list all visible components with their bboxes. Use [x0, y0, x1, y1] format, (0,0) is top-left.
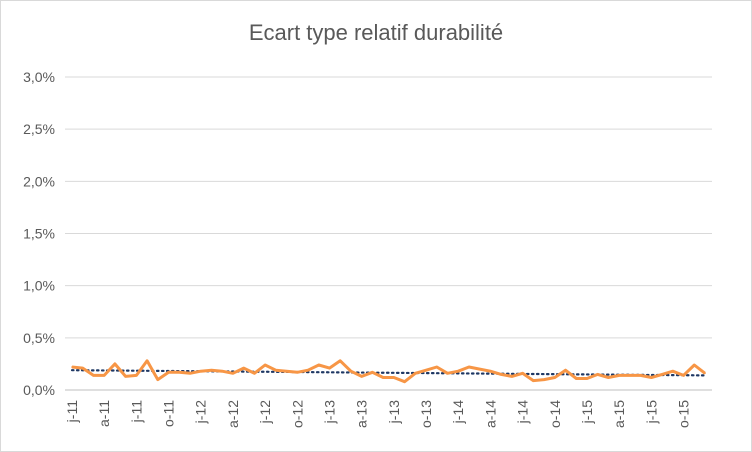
data-point	[371, 371, 374, 374]
data-point	[435, 366, 438, 368]
chart-title: Ecart type relatif durabilité	[248, 20, 504, 45]
data-point	[92, 374, 95, 377]
x-tick-label: a-11	[96, 400, 112, 427]
data-point	[596, 373, 599, 376]
x-tick-label: j-13	[386, 400, 402, 425]
data-point	[457, 370, 460, 373]
data-point	[425, 369, 427, 371]
x-tick-label: o-14	[547, 400, 563, 428]
x-tick-label: j-12	[257, 400, 273, 425]
data-point	[114, 363, 116, 365]
y-tick-label: 2,0%	[23, 173, 55, 189]
data-point	[693, 364, 696, 366]
data-point	[564, 369, 567, 371]
data-point	[275, 369, 277, 371]
data-point	[575, 377, 578, 380]
data-point	[393, 376, 395, 379]
data-point	[704, 372, 706, 375]
data-point	[500, 373, 502, 376]
gridlines	[65, 76, 712, 391]
y-tick-label: 0,0%	[23, 382, 55, 398]
x-tick-label: j-12	[193, 400, 209, 425]
y-tick-label: 2,5%	[23, 121, 55, 137]
x-tick-label: a-15	[611, 400, 627, 428]
data-point	[360, 375, 363, 378]
data-point	[253, 372, 256, 375]
data-point	[210, 369, 213, 371]
data-point	[146, 359, 148, 362]
data-point	[71, 366, 73, 368]
x-tick-label: j-11	[128, 400, 144, 424]
data-point	[264, 364, 266, 366]
data-point	[607, 376, 610, 379]
y-tick-label: 1,5%	[23, 226, 55, 242]
data-point	[296, 371, 299, 374]
data-point	[178, 371, 181, 374]
x-tick-label: a-14	[482, 400, 498, 428]
data-point	[242, 367, 245, 369]
data-point	[650, 376, 653, 379]
data-point	[661, 373, 663, 376]
data-point	[221, 370, 224, 373]
x-tick-label: j-14	[515, 400, 531, 425]
y-tick-label: 3,0%	[23, 69, 55, 85]
data-point	[350, 370, 352, 373]
data-point	[511, 375, 513, 378]
data-point	[317, 364, 320, 366]
data-point	[157, 378, 159, 381]
y-axis-labels: 0,0% 0,5% 1,0% 1,5% 2,0% 2,5% 3,0%	[23, 69, 55, 398]
data-point	[682, 374, 685, 377]
data-point	[446, 372, 449, 375]
x-tick-label: a-13	[354, 400, 370, 428]
y-tick-label: 1,0%	[23, 278, 55, 294]
data-point	[618, 374, 620, 377]
x-tick-label: j-14	[450, 400, 466, 425]
data-point	[553, 376, 556, 379]
x-tick-label: j-13	[321, 400, 337, 425]
data-point	[478, 368, 481, 370]
data-point	[199, 370, 202, 373]
data-point	[167, 371, 170, 374]
data-point	[81, 367, 84, 369]
x-tick-label: j-15	[643, 400, 659, 425]
data-point	[629, 374, 631, 377]
data-point	[307, 369, 309, 371]
data-point	[232, 372, 234, 375]
x-tick-label: o-15	[676, 400, 692, 428]
data-point	[543, 378, 545, 381]
series-group	[71, 359, 706, 384]
x-tick-label: o-12	[289, 400, 305, 428]
x-axis-labels: j-11 a-11 j-11 o-11 j-12 a-12 j-12 o-12 j-13 a-13…	[64, 400, 692, 428]
x-tick-label: a-12	[225, 400, 241, 428]
data-point	[103, 374, 105, 377]
data-point	[489, 370, 492, 373]
data-point	[639, 374, 642, 377]
data-point	[586, 377, 588, 380]
data-point	[285, 370, 288, 373]
x-tick-label: o-11	[161, 400, 177, 427]
data-point	[328, 367, 331, 369]
data-point	[672, 370, 674, 373]
y-tick-label: 0,5%	[23, 330, 55, 346]
data-point	[339, 359, 342, 362]
data-point	[382, 376, 384, 379]
data-point	[403, 380, 406, 383]
series-line	[71, 359, 706, 384]
data-point	[521, 372, 524, 375]
data-point	[468, 366, 470, 368]
x-tick-label: o-13	[418, 400, 434, 428]
x-tick-label: j-15	[579, 400, 595, 425]
data-point	[414, 372, 417, 375]
x-tick-label: j-11	[64, 400, 80, 424]
data-point	[135, 374, 138, 377]
data-point	[189, 372, 191, 375]
data-point	[532, 379, 535, 382]
data-point	[124, 375, 127, 378]
